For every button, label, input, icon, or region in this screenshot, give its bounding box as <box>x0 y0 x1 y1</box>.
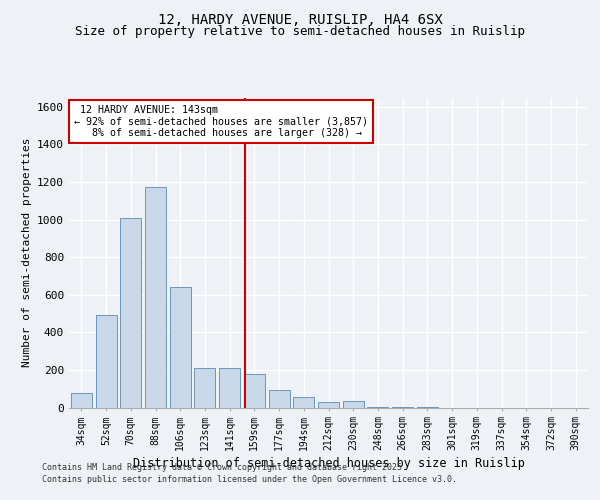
Text: Size of property relative to semi-detached houses in Ruislip: Size of property relative to semi-detach… <box>75 25 525 38</box>
Text: 12, HARDY AVENUE, RUISLIP, HA4 6SX: 12, HARDY AVENUE, RUISLIP, HA4 6SX <box>158 12 442 26</box>
Bar <box>120 218 141 408</box>
Text: Contains public sector information licensed under the Open Government Licence v3: Contains public sector information licen… <box>42 475 457 484</box>
Bar <box>219 368 240 408</box>
Bar <box>95 316 116 408</box>
Text: Contains HM Land Registry data © Crown copyright and database right 2025.: Contains HM Land Registry data © Crown c… <box>42 462 407 471</box>
Bar <box>318 402 339 407</box>
Y-axis label: Number of semi-detached properties: Number of semi-detached properties <box>22 138 32 367</box>
Bar <box>194 368 215 408</box>
Bar <box>343 401 364 407</box>
Bar <box>367 406 388 408</box>
Bar <box>145 186 166 408</box>
Bar <box>244 374 265 408</box>
X-axis label: Distribution of semi-detached houses by size in Ruislip: Distribution of semi-detached houses by … <box>133 458 524 470</box>
Bar <box>71 394 92 407</box>
Bar <box>269 390 290 407</box>
Bar <box>170 288 191 408</box>
Text: 12 HARDY AVENUE: 143sqm
← 92% of semi-detached houses are smaller (3,857)
   8% : 12 HARDY AVENUE: 143sqm ← 92% of semi-de… <box>74 105 368 138</box>
Bar <box>293 397 314 407</box>
